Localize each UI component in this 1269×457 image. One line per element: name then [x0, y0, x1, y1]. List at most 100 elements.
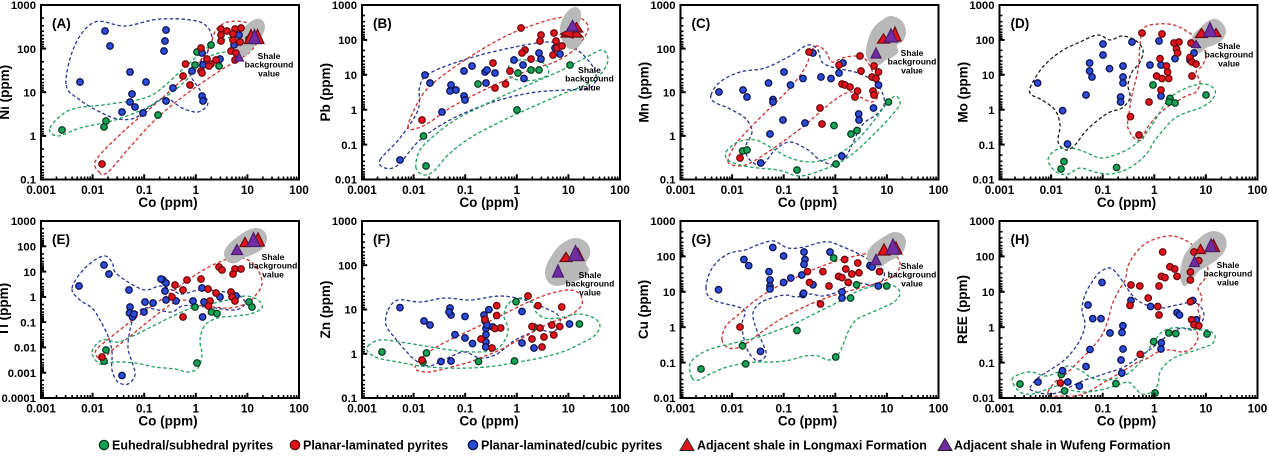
svg-text:0.1: 0.1 [20, 317, 36, 329]
svg-text:1000: 1000 [650, 216, 675, 228]
svg-text:0.1: 0.1 [660, 175, 676, 187]
svg-text:0.01: 0.01 [14, 343, 36, 355]
svg-text:Shale: Shale [578, 65, 601, 75]
svg-text:Planar-laminated pyrites: Planar-laminated pyrites [303, 439, 448, 453]
svg-text:Tl (ppm): Tl (ppm) [0, 283, 11, 336]
svg-text:100: 100 [1248, 183, 1268, 197]
svg-text:1000: 1000 [969, 216, 994, 228]
svg-text:0.1: 0.1 [341, 393, 357, 405]
svg-text:Shale: Shale [901, 261, 924, 271]
svg-text:0.01: 0.01 [335, 175, 357, 187]
svg-text:value: value [901, 278, 923, 288]
svg-text:Pb (ppm): Pb (ppm) [318, 63, 333, 122]
svg-text:value: value [1217, 277, 1239, 287]
svg-text:0.001: 0.001 [666, 183, 696, 197]
svg-text:10: 10 [562, 183, 576, 197]
svg-text:background: background [249, 261, 298, 271]
svg-text:100: 100 [17, 44, 36, 56]
svg-text:1: 1 [193, 183, 200, 197]
svg-text:(D): (D) [1011, 16, 1030, 31]
svg-text:0.01: 0.01 [402, 402, 425, 416]
svg-text:10: 10 [344, 305, 357, 317]
svg-text:0.001: 0.001 [26, 183, 56, 197]
svg-text:10: 10 [23, 267, 36, 279]
svg-text:(G): (G) [692, 232, 712, 247]
svg-text:10: 10 [1199, 183, 1213, 197]
svg-text:0.1: 0.1 [341, 140, 357, 152]
svg-text:0.1: 0.1 [136, 402, 153, 416]
svg-text:1000: 1000 [332, 0, 357, 12]
svg-text:Co (ppm): Co (ppm) [1097, 414, 1156, 429]
svg-text:Shale: Shale [262, 252, 285, 262]
svg-text:1: 1 [514, 402, 521, 416]
svg-text:1: 1 [669, 131, 675, 143]
svg-text:100: 100 [657, 44, 676, 56]
svg-text:10: 10 [23, 88, 36, 100]
svg-text:1: 1 [1151, 402, 1158, 416]
svg-text:0.01: 0.01 [721, 183, 744, 197]
svg-text:10: 10 [663, 287, 676, 299]
svg-text:10: 10 [241, 183, 255, 197]
svg-text:10: 10 [880, 183, 894, 197]
svg-text:background: background [245, 60, 294, 70]
svg-text:1: 1 [832, 402, 839, 416]
svg-text:10: 10 [982, 70, 995, 82]
svg-text:0.1: 0.1 [136, 183, 153, 197]
svg-text:Co (ppm): Co (ppm) [138, 195, 197, 210]
svg-text:Adjacent shale in Wufeng Forma: Adjacent shale in Wufeng Formation [954, 439, 1170, 453]
svg-text:0.01: 0.01 [402, 183, 425, 197]
svg-text:(C): (C) [692, 16, 711, 31]
svg-text:background: background [1205, 50, 1254, 60]
svg-text:0.001: 0.001 [347, 402, 377, 416]
svg-text:10: 10 [344, 70, 357, 82]
svg-text:0.1: 0.1 [979, 140, 995, 152]
svg-text:100: 100 [976, 252, 995, 264]
svg-text:background: background [888, 270, 937, 280]
svg-text:Ni (ppm): Ni (ppm) [0, 65, 12, 120]
svg-text:1: 1 [351, 105, 357, 117]
svg-text:Planar-laminated/cubic pyrites: Planar-laminated/cubic pyrites [481, 439, 662, 453]
svg-text:Cu (ppm): Cu (ppm) [636, 280, 651, 339]
svg-text:Shale: Shale [901, 48, 924, 58]
svg-text:value: value [262, 269, 284, 279]
svg-text:value: value [579, 287, 601, 297]
svg-text:0.001: 0.001 [26, 402, 56, 416]
svg-text:0.01: 0.01 [721, 402, 744, 416]
svg-text:background: background [565, 74, 614, 84]
svg-text:1000: 1000 [11, 216, 36, 228]
svg-text:0.001: 0.001 [666, 402, 696, 416]
svg-text:Mn (ppm): Mn (ppm) [637, 62, 652, 123]
svg-text:value: value [579, 82, 601, 92]
svg-text:100: 100 [289, 402, 309, 416]
svg-text:Co (ppm): Co (ppm) [1097, 195, 1156, 210]
svg-text:0.1: 0.1 [775, 183, 792, 197]
svg-text:10: 10 [1199, 402, 1213, 416]
svg-text:100: 100 [610, 183, 630, 197]
svg-text:1: 1 [988, 105, 994, 117]
svg-text:(H): (H) [1011, 232, 1030, 247]
svg-text:Mo (ppm): Mo (ppm) [956, 62, 971, 123]
svg-text:0.1: 0.1 [660, 358, 676, 370]
svg-text:value: value [258, 68, 280, 78]
svg-text:0.1: 0.1 [1094, 183, 1111, 197]
svg-text:0.001: 0.001 [985, 402, 1015, 416]
svg-text:Shale: Shale [1218, 41, 1241, 51]
svg-text:background: background [1204, 269, 1253, 279]
svg-text:0.1: 0.1 [1094, 402, 1111, 416]
svg-text:1000: 1000 [650, 0, 675, 12]
svg-text:value: value [901, 65, 923, 75]
svg-text:0.0001: 0.0001 [1, 393, 36, 405]
svg-text:100: 100 [610, 402, 630, 416]
svg-text:100: 100 [929, 183, 949, 197]
svg-text:1: 1 [30, 131, 36, 143]
svg-text:Adjacent shale in Longmaxi For: Adjacent shale in Longmaxi Formation [697, 439, 927, 453]
svg-text:1: 1 [193, 402, 200, 416]
svg-text:Co (ppm): Co (ppm) [778, 414, 837, 429]
svg-text:100: 100 [929, 402, 949, 416]
svg-text:10: 10 [562, 402, 576, 416]
svg-text:0.1: 0.1 [979, 358, 995, 370]
svg-text:Co (ppm): Co (ppm) [138, 414, 197, 429]
svg-text:0.1: 0.1 [457, 183, 474, 197]
svg-text:1000: 1000 [969, 0, 994, 12]
svg-text:Co (ppm): Co (ppm) [778, 195, 837, 210]
